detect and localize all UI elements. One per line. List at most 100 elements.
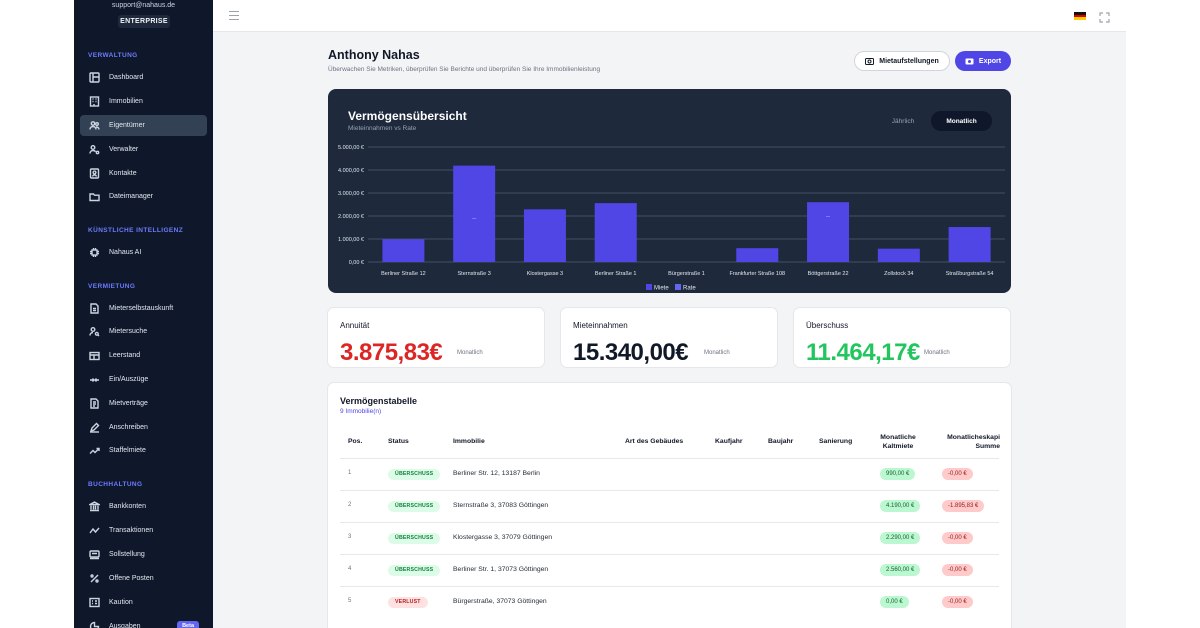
sidebar-item[interactable]: Dateimanager: [80, 186, 207, 207]
row-property: Berliner Str. 12, 13187 Berlin: [453, 470, 540, 477]
sidebar-item[interactable]: Nahaus AI: [80, 242, 207, 263]
x-tick-label: Sternstraße 3: [458, 271, 491, 277]
sidebar-item[interactable]: Ein/Auszüge: [80, 369, 207, 390]
stat-card: Annuität 3.875,83€ Monatlich: [328, 308, 544, 367]
document-icon: [88, 303, 100, 315]
toggle-yearly[interactable]: Jährlich: [891, 117, 915, 125]
y-tick-label: 5.000,00 €: [338, 145, 364, 151]
x-tick-label: Berliner Straße 12: [381, 271, 426, 277]
sidebar-item-label: Transaktionen: [109, 527, 154, 534]
bar-miete: [523, 209, 566, 262]
sidebar-item[interactable]: Sollstellung: [80, 544, 207, 565]
sidebar-item[interactable]: Staffelmiete: [80, 440, 207, 461]
capital-badge: -0,00 €: [942, 596, 973, 608]
rent-statements-button[interactable]: Mietaufstellungen: [854, 51, 950, 71]
sidebar-item-label: Verwalter: [109, 146, 139, 153]
x-tick-label: Böttgerstraße 22: [808, 271, 849, 277]
sidebar: support@nahaus.de ENTERPRISE VERWALTUNG D…: [74, 0, 213, 628]
asset-table-card: Vermögenstabelle 9 Immobilie(n) Pos. Sta…: [328, 383, 1011, 628]
table-row[interactable]: 4 ÜBERSCHUSS Berliner Str. 1, 37073 Göttin…: [340, 554, 999, 586]
move-arrows-icon: [88, 374, 100, 386]
cold-rent-badge: 4.190,00 €: [880, 500, 921, 512]
sidebar-item[interactable]: Kaution: [80, 592, 207, 613]
sidebar-item[interactable]: Verwalter: [80, 139, 207, 160]
user-search-icon: [88, 326, 100, 338]
x-tick-label: Frankfurter Straße 108: [729, 271, 785, 277]
export-button[interactable]: Export: [955, 51, 1011, 71]
col-header-renovation[interactable]: Sanierung: [819, 438, 853, 445]
sidebar-item[interactable]: Offene Posten: [80, 568, 207, 589]
chart-subtitle: Mieteinnahmen vs Rate: [348, 125, 417, 132]
sidebar-item-label: Dateimanager: [109, 193, 153, 200]
col-header-status[interactable]: Status: [388, 438, 409, 445]
sidebar-item[interactable]: Transaktionen: [80, 520, 207, 541]
app-frame: support@nahaus.de ENTERPRISE VERWALTUNG D…: [74, 0, 1126, 628]
table-row[interactable]: 5 VERLUST Bürgerstraße, 37073 Göttingen 0,0…: [340, 586, 999, 618]
table-row[interactable]: 3 ÜBERSCHUSS Klostergasse 3, 37079 Götting…: [340, 522, 999, 554]
sidebar-item-label: Mietersuche: [109, 328, 148, 335]
legend-label: Rate: [683, 286, 696, 292]
sidebar-item[interactable]: Mietverträge: [80, 393, 207, 414]
sidebar-item[interactable]: Bankkonten: [80, 496, 207, 517]
fullscreen-icon[interactable]: [1099, 10, 1110, 23]
asset-overview-chart-card: Vermögensübersicht Mieteinnahmen vs Rate…: [328, 89, 1011, 293]
col-header-pos[interactable]: Pos.: [348, 438, 363, 445]
bank-icon: [88, 501, 100, 513]
status-badge: VERLUST: [388, 597, 428, 608]
stat-label: Mieteinnahmen: [573, 321, 628, 330]
sidebar-item-label: Leerstand: [109, 352, 141, 359]
x-tick-label: Bürgerstraße 1: [668, 271, 705, 277]
bar-miete: [382, 239, 425, 262]
x-tick-label: Zollstock 34: [884, 271, 913, 277]
row-property: Sternstraße 3, 37083 Göttingen: [453, 502, 549, 509]
top-bar: [213, 0, 1126, 32]
capital-badge: -1.895,83 €: [942, 500, 985, 512]
chip-icon: [88, 247, 100, 259]
sidebar-item[interactable]: Kontakte: [80, 163, 207, 184]
table-row[interactable]: 2 ÜBERSCHUSS Sternstraße 3, 37083 Göttinge…: [340, 490, 999, 522]
col-header-immobilie[interactable]: Immobilie: [453, 438, 485, 445]
col-header-building-type[interactable]: Art des Gebäudes: [625, 438, 684, 445]
sidebar-section-title: VERWALTUNG: [88, 52, 138, 59]
row-pos: 2: [348, 502, 352, 508]
col-header-purchase-year[interactable]: Kaufjahr: [715, 438, 743, 445]
col-header-cold-rent-line1: Monatliche: [880, 434, 916, 441]
sidebar-item[interactable]: Mietersuche: [80, 321, 207, 342]
beta-badge: Beta: [177, 621, 199, 628]
sidebar-item-label: Dashboard: [109, 74, 144, 81]
col-header-build-year[interactable]: Baujahr: [768, 438, 794, 445]
menu-icon[interactable]: [229, 11, 239, 20]
sidebar-item-label: Anschreiben: [109, 424, 148, 431]
sidebar-item[interactable]: Mieterselbstauskunft: [80, 298, 207, 319]
col-header-capital[interactable]: Monatlicheskapi Summe: [936, 434, 1000, 450]
german-flag-icon[interactable]: [1074, 12, 1086, 20]
col-header-cold-rent[interactable]: Monatliche Kaltmiete: [874, 434, 922, 450]
sidebar-item[interactable]: Immobilien: [80, 91, 207, 112]
y-tick-label: 0,00 €: [349, 260, 364, 266]
row-property: Klostergasse 3, 37079 Göttingen: [453, 534, 552, 541]
sidebar-item[interactable]: Ausgaben Beta: [80, 616, 207, 628]
capital-badge: -0,00 €: [942, 564, 973, 576]
status-badge: ÜBERSCHUSS: [388, 469, 441, 480]
stat-value: 11.464,17€: [806, 339, 920, 366]
safe-icon: [88, 597, 100, 609]
sidebar-item[interactable]: Anschreiben: [80, 417, 207, 438]
table-row[interactable]: 1 ÜBERSCHUSS Berliner Str. 12, 13187 Berli…: [340, 458, 999, 490]
bar-miete: [453, 165, 496, 262]
cold-rent-badge: 2.560,00 €: [880, 564, 921, 576]
sidebar-item-label: Eigentümer: [109, 122, 145, 129]
sidebar-item[interactable]: Leerstand: [80, 345, 207, 366]
cold-rent-badge: 2.290,00 €: [880, 532, 921, 544]
capital-badge: -0,00 €: [942, 468, 973, 480]
sidebar-item[interactable]: Dashboard: [80, 67, 207, 88]
sidebar-item[interactable]: Eigentümer: [80, 115, 207, 136]
contract-icon: [88, 398, 100, 410]
x-tick-label: Klostergasse 3: [527, 271, 563, 277]
toggle-monthly[interactable]: Monatlich: [931, 111, 992, 131]
sidebar-item-label: Sollstellung: [109, 551, 145, 558]
stat-card: Überschuss 11.464,17€ Monatlich: [794, 308, 1010, 367]
sidebar-item-label: Staffelmiete: [109, 447, 146, 454]
cold-rent-badge: 990,00 €: [880, 468, 916, 480]
y-tick-label: 4.000,00 €: [338, 168, 364, 174]
sidebar-item-label: Kaution: [109, 599, 133, 606]
